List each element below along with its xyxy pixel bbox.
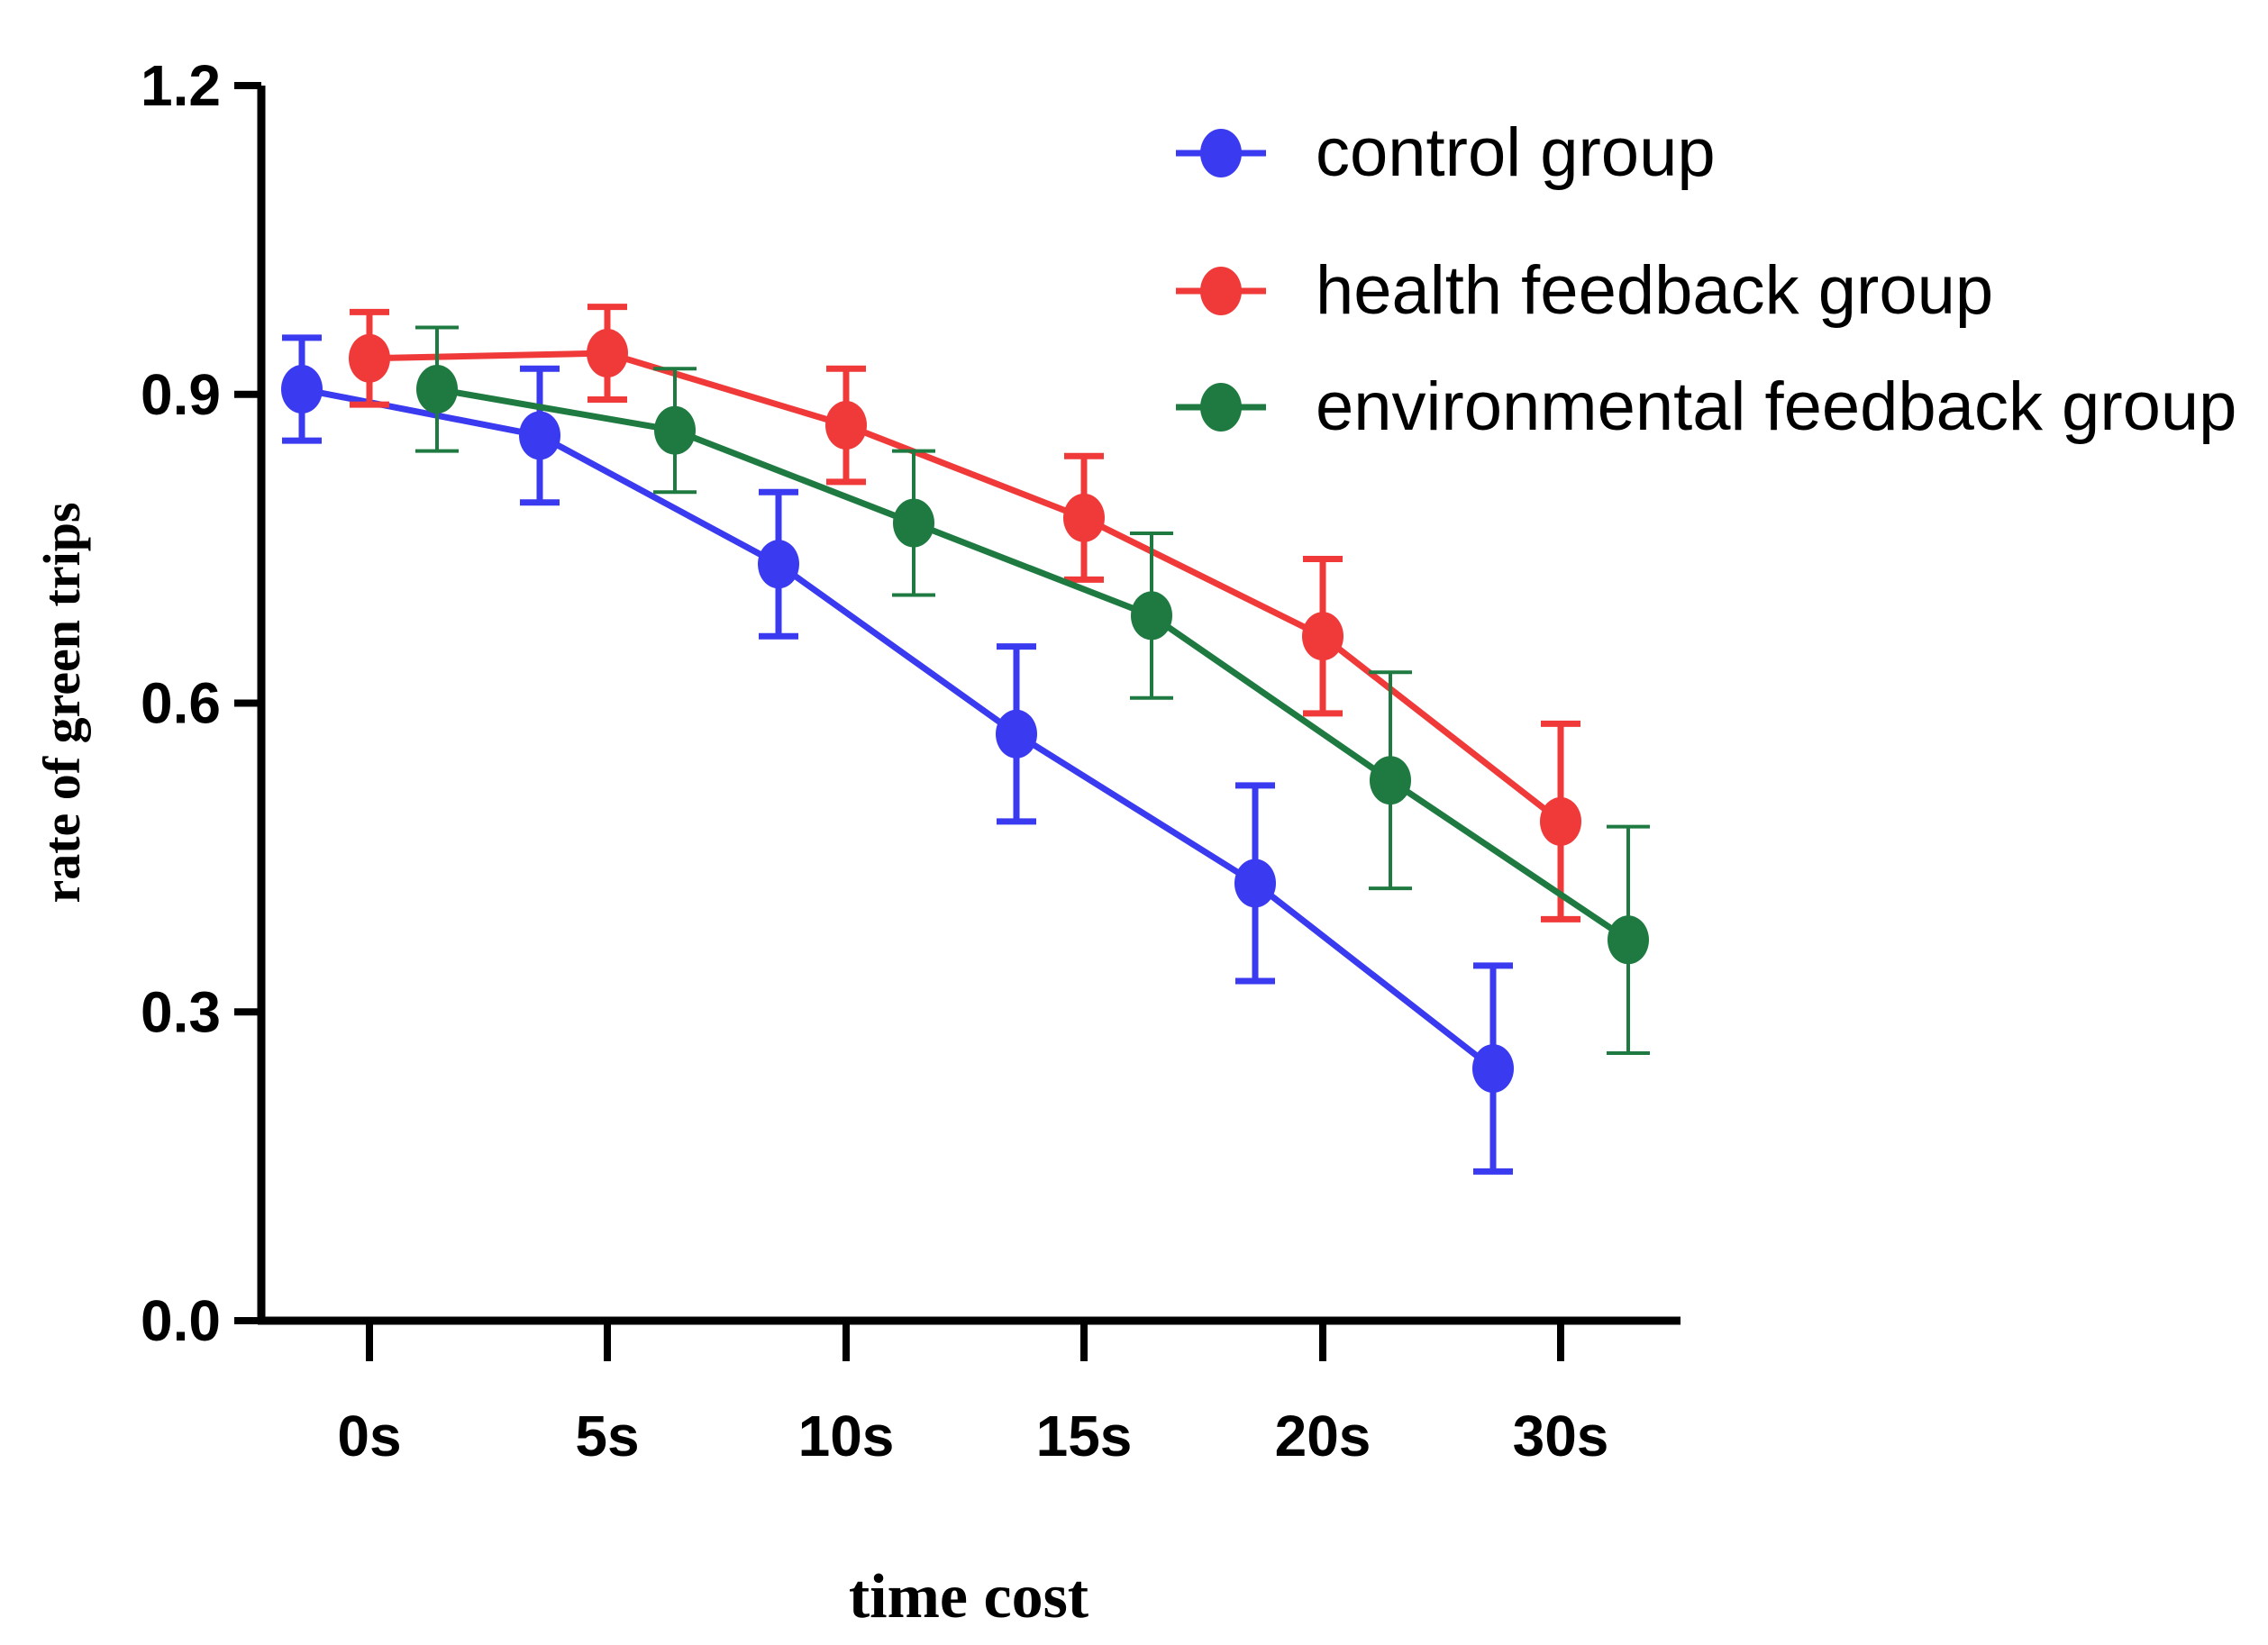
data-point xyxy=(416,365,458,414)
series-health-feedback-group xyxy=(349,304,1581,922)
series-layer xyxy=(281,304,1650,1175)
data-point xyxy=(281,365,323,414)
x-ticks: 0s 5s 10s 15s 20s 30s xyxy=(337,1321,1608,1468)
data-point xyxy=(893,498,934,548)
x-tick-label: 10s xyxy=(798,1404,895,1468)
data-point xyxy=(825,401,867,450)
data-point xyxy=(1370,756,1411,805)
data-point xyxy=(1540,796,1581,846)
y-tick-label: 0.9 xyxy=(141,362,221,427)
series-environmental-feedback-group xyxy=(415,325,1650,1055)
series-line xyxy=(436,386,1630,943)
legend-label: environmental feedback group xyxy=(1316,368,2236,445)
data-point xyxy=(587,329,628,378)
y-tick-label: 0.6 xyxy=(141,671,221,736)
data-point xyxy=(1234,859,1276,908)
legend-label: health feedback group xyxy=(1316,252,1993,329)
data-point xyxy=(1063,493,1105,542)
x-tick-label: 0s xyxy=(337,1404,401,1468)
data-point xyxy=(1131,591,1172,641)
data-point xyxy=(758,540,799,589)
y-tick-label: 0.3 xyxy=(141,979,221,1044)
legend-swatch-marker xyxy=(1200,267,1242,315)
legend-swatch-marker xyxy=(1200,129,1242,177)
x-tick-label: 30s xyxy=(1513,1404,1609,1468)
y-ticks: 0.0 0.3 0.6 0.9 1.2 xyxy=(141,53,261,1353)
data-point xyxy=(1302,612,1343,661)
data-point xyxy=(349,333,390,383)
x-tick-label: 20s xyxy=(1275,1404,1371,1468)
x-tick-label: 5s xyxy=(575,1404,639,1468)
series-line xyxy=(301,386,1496,1071)
data-point xyxy=(1472,1044,1514,1094)
legend-label: control group xyxy=(1316,114,1716,191)
y-tick-label: 1.2 xyxy=(141,53,221,118)
x-tick-label: 15s xyxy=(1036,1404,1133,1468)
data-point xyxy=(1608,915,1649,965)
series-line xyxy=(369,350,1563,824)
x-axis-label: time cost xyxy=(849,1562,1088,1631)
y-tick-label: 0.0 xyxy=(141,1288,221,1353)
data-point xyxy=(654,405,696,455)
legend-swatch-marker xyxy=(1200,383,1242,432)
y-axis-label: rate of green trips xyxy=(32,502,91,903)
series-control-group xyxy=(281,334,1514,1175)
data-point xyxy=(996,709,1037,759)
data-point xyxy=(519,411,560,460)
legend: control group health feedback group enviro… xyxy=(1176,114,2236,445)
